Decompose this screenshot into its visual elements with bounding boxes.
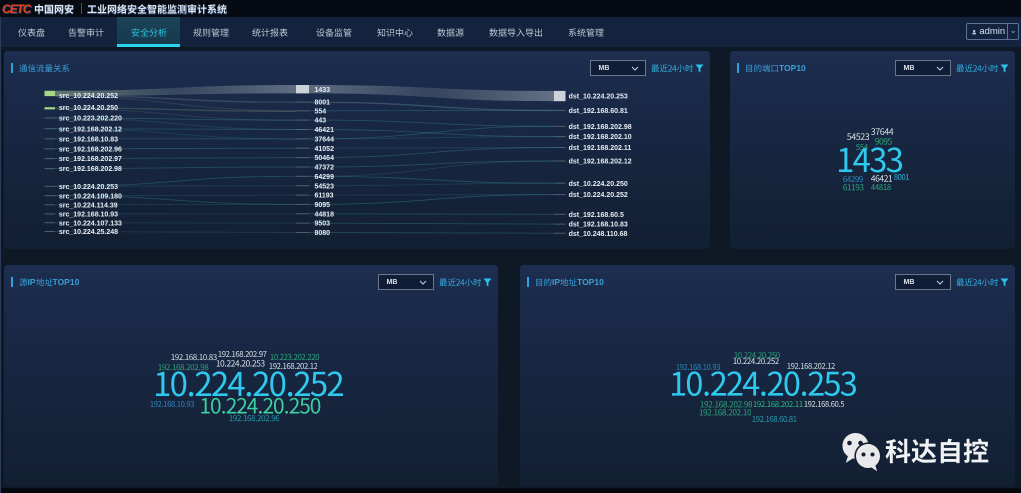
- svg-text:src_10.224.114.39: src_10.224.114.39: [59, 202, 118, 209]
- svg-text:src_10.223.202.220: src_10.223.202.220: [59, 116, 122, 123]
- svg-text:src_192.168.10.83: src_192.168.10.83: [59, 136, 118, 143]
- svg-text:44818: 44818: [315, 211, 335, 218]
- svg-text:src_10.224.20.250: src_10.224.20.250: [59, 105, 118, 112]
- svg-text:dst_10.224.20.253: dst_10.224.20.253: [569, 94, 628, 101]
- svg-text:9095: 9095: [315, 202, 331, 209]
- svg-text:41052: 41052: [315, 146, 335, 153]
- svg-text:50464: 50464: [315, 155, 335, 162]
- svg-text:8080: 8080: [315, 230, 331, 237]
- svg-text:src_10.224.20.253: src_10.224.20.253: [59, 184, 118, 191]
- svg-text:dst_10.248.110.68: dst_10.248.110.68: [569, 231, 628, 238]
- svg-text:dst_192.168.10.83: dst_192.168.10.83: [569, 222, 628, 229]
- svg-text:dst_192.168.202.11: dst_192.168.202.11: [569, 145, 632, 152]
- svg-text:1433: 1433: [315, 87, 331, 94]
- svg-text:src_192.168.202.98: src_192.168.202.98: [59, 166, 122, 173]
- svg-text:dst_192.168.202.12: dst_192.168.202.12: [569, 159, 632, 166]
- svg-text:dst_192.168.202.98: dst_192.168.202.98: [569, 124, 632, 131]
- svg-text:src_10.224.25.248: src_10.224.25.248: [59, 229, 118, 236]
- svg-text:dst_192.168.60.81: dst_192.168.60.81: [569, 108, 628, 115]
- svg-text:64299: 64299: [315, 174, 335, 181]
- svg-text:src_192.168.202.12: src_192.168.202.12: [59, 126, 122, 133]
- svg-text:37644: 37644: [315, 137, 335, 144]
- svg-text:dst_10.224.20.250: dst_10.224.20.250: [569, 181, 628, 188]
- svg-text:61193: 61193: [315, 193, 334, 200]
- svg-text:54523: 54523: [315, 183, 335, 190]
- svg-text:dst_192.168.60.5: dst_192.168.60.5: [569, 212, 624, 219]
- svg-text:src_192.168.10.93: src_192.168.10.93: [59, 212, 118, 219]
- svg-text:46421: 46421: [315, 127, 335, 134]
- svg-text:src_10.224.109.180: src_10.224.109.180: [59, 193, 122, 200]
- svg-text:src_192.168.202.96: src_192.168.202.96: [59, 146, 122, 153]
- svg-text:443: 443: [315, 118, 327, 125]
- svg-text:47372: 47372: [315, 165, 335, 172]
- svg-text:554: 554: [315, 108, 327, 115]
- svg-text:dst_192.168.202.10: dst_192.168.202.10: [569, 134, 632, 141]
- svg-text:9503: 9503: [315, 221, 331, 228]
- svg-text:8001: 8001: [315, 100, 331, 107]
- svg-text:src_10.224.20.252: src_10.224.20.252: [59, 93, 118, 100]
- svg-text:src_192.168.202.97: src_192.168.202.97: [59, 156, 122, 163]
- svg-text:src_10.224.107.133: src_10.224.107.133: [59, 220, 122, 227]
- svg-text:dst_10.224.20.252: dst_10.224.20.252: [569, 192, 628, 199]
